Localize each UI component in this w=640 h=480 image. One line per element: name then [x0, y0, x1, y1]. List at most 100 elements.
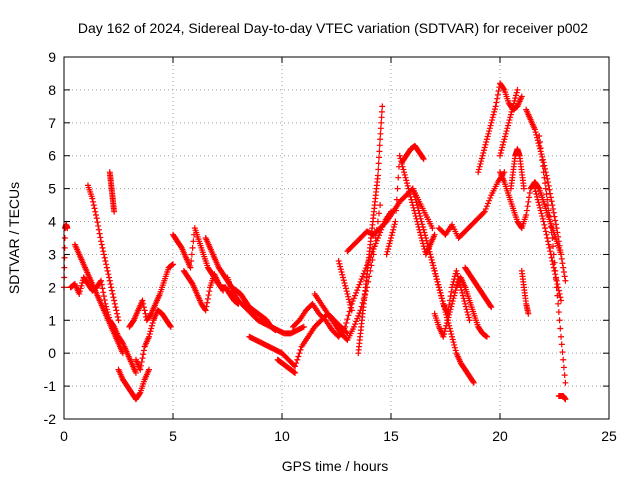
- x-tick-label: 0: [60, 428, 68, 444]
- data-point: [132, 369, 139, 376]
- y-tick-label: 1: [48, 312, 56, 328]
- data-point: [450, 339, 457, 346]
- data-point: [204, 295, 211, 302]
- data-point: [480, 149, 487, 156]
- data-point: [544, 175, 551, 182]
- data-point: [554, 292, 561, 299]
- data-point: [378, 119, 385, 126]
- series-s17: [335, 258, 355, 314]
- data-point: [346, 299, 353, 306]
- data-point: [448, 303, 455, 310]
- data-point: [340, 277, 347, 284]
- data-point: [433, 273, 440, 280]
- series-s12: [224, 274, 307, 337]
- data-point: [148, 325, 155, 332]
- data-point: [114, 313, 121, 320]
- x-axis-label: GPS time / hours: [282, 458, 389, 474]
- data-point: [545, 241, 552, 248]
- data-point: [551, 213, 558, 220]
- data-point: [113, 307, 120, 314]
- data-point: [459, 289, 466, 296]
- data-point: [465, 311, 472, 318]
- data-point: [444, 317, 451, 324]
- data-point: [426, 248, 433, 255]
- data-point: [533, 131, 540, 138]
- data-point: [94, 219, 101, 226]
- data-point: [562, 396, 569, 403]
- data-point: [340, 274, 347, 281]
- data-point: [451, 341, 458, 348]
- data-point: [422, 235, 429, 241]
- data-point: [483, 203, 490, 210]
- data-point: [105, 271, 112, 278]
- data-point: [219, 286, 226, 293]
- data-point: [352, 321, 359, 328]
- data-point: [355, 284, 362, 291]
- data-point: [170, 261, 176, 268]
- data-point: [547, 194, 554, 201]
- data-point: [146, 366, 153, 373]
- data-point: [447, 306, 454, 313]
- data-point: [354, 287, 361, 294]
- data-point: [500, 85, 507, 92]
- data-point: [78, 282, 85, 289]
- data-point: [338, 269, 345, 276]
- data-point: [548, 198, 555, 205]
- data-point: [348, 304, 355, 311]
- data-point: [544, 202, 551, 209]
- data-point: [536, 204, 543, 211]
- data-point: [560, 264, 567, 271]
- data-point: [449, 281, 456, 288]
- data-point: [374, 218, 381, 225]
- data-point: [98, 238, 105, 245]
- data-point: [115, 317, 122, 324]
- data-point: [481, 147, 488, 154]
- data-point: [106, 277, 113, 284]
- data-point: [148, 322, 155, 329]
- data-point: [76, 288, 83, 295]
- data-point: [559, 260, 566, 267]
- data-point: [499, 141, 506, 148]
- data-point: [96, 230, 103, 237]
- series-s33: [531, 185, 565, 304]
- data-point: [149, 320, 156, 327]
- data-point: [506, 117, 513, 124]
- data-point: [400, 166, 407, 173]
- data-point: [414, 204, 421, 211]
- data-point: [110, 294, 117, 301]
- y-tick-label: 9: [48, 49, 56, 65]
- data-point: [435, 284, 442, 291]
- data-point: [357, 278, 364, 285]
- data-point: [98, 277, 105, 284]
- data-point: [370, 245, 377, 252]
- data-point: [371, 243, 378, 250]
- data-point: [378, 108, 385, 115]
- data-point: [438, 295, 445, 302]
- series-s34: [536, 132, 569, 386]
- data-point: [111, 297, 118, 304]
- data-point: [295, 353, 302, 360]
- data-point: [140, 304, 147, 311]
- data-point: [449, 300, 456, 307]
- data-point: [495, 88, 502, 95]
- data-point: [557, 247, 564, 254]
- data-point: [97, 234, 104, 241]
- data-point: [552, 267, 559, 274]
- series-s24: [431, 274, 490, 340]
- data-point: [533, 191, 540, 198]
- data-point: [545, 207, 552, 214]
- data-point: [438, 292, 445, 299]
- data-point: [137, 366, 144, 373]
- data-point: [401, 169, 408, 176]
- data-point: [523, 207, 530, 214]
- data-point: [376, 154, 383, 161]
- y-tick-label: 4: [48, 214, 56, 230]
- data-point: [548, 229, 555, 236]
- data-point: [512, 95, 519, 102]
- data-point: [558, 333, 565, 340]
- data-point: [202, 307, 209, 314]
- data-point: [404, 182, 411, 189]
- data-point: [451, 344, 458, 351]
- data-point: [375, 160, 382, 167]
